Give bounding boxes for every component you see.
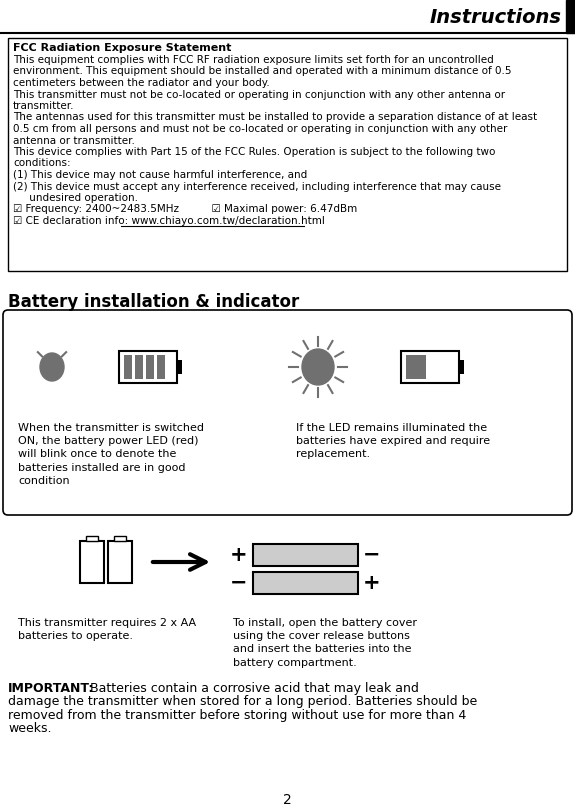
Text: 0.5 cm from all persons and must not be co-located or operating in conjunction w: 0.5 cm from all persons and must not be … (13, 124, 507, 134)
FancyBboxPatch shape (3, 310, 572, 515)
Text: Battery installation & indicator: Battery installation & indicator (8, 293, 299, 311)
Bar (124, 355, 132, 379)
Bar (401, 351, 459, 383)
Text: damage the transmitter when stored for a long period. Batteries should be: damage the transmitter when stored for a… (8, 696, 477, 709)
Text: IMPORTANT:: IMPORTANT: (8, 682, 94, 695)
Text: This transmitter must not be co-located or operating in conjunction with any oth: This transmitter must not be co-located … (13, 89, 505, 100)
Bar (459, 360, 464, 374)
Text: FCC Radiation Exposure Statement: FCC Radiation Exposure Statement (13, 43, 231, 53)
Text: antenna or transmitter.: antenna or transmitter. (13, 135, 135, 146)
Bar (114, 536, 126, 541)
Text: centimeters between the radiator and your body.: centimeters between the radiator and you… (13, 78, 270, 88)
Bar (406, 355, 426, 379)
Text: undesired operation.: undesired operation. (13, 193, 138, 203)
Text: Batteries contain a corrosive acid that may leak and: Batteries contain a corrosive acid that … (90, 682, 419, 695)
Text: conditions:: conditions: (13, 159, 71, 168)
Text: Instructions: Instructions (430, 8, 562, 27)
Text: To install, open the battery cover
using the cover release buttons
and insert th: To install, open the battery cover using… (233, 618, 417, 667)
Text: (1) This device may not cause harmful interference, and: (1) This device may not cause harmful in… (13, 170, 307, 180)
Text: This equipment complies with FCC RF radiation exposure limits set forth for an u: This equipment complies with FCC RF radi… (13, 55, 494, 65)
Text: 2: 2 (283, 793, 292, 807)
Text: +: + (230, 545, 248, 565)
Text: environment. This equipment should be installed and operated with a minimum dist: environment. This equipment should be in… (13, 66, 512, 76)
Text: weeks.: weeks. (8, 723, 52, 735)
Text: ☑ CE declaration info: www.chiayo.com.tw/declaration.html: ☑ CE declaration info: www.chiayo.com.tw… (13, 216, 325, 226)
Bar (119, 351, 177, 383)
Text: ☑ Frequency: 2400~2483.5MHz          ☑ Maximal power: 6.47dBm: ☑ Frequency: 2400~2483.5MHz ☑ Maximal po… (13, 204, 357, 215)
Bar (177, 360, 182, 374)
Text: −: − (230, 573, 248, 593)
Bar (86, 536, 98, 541)
Text: This transmitter requires 2 x AA
batteries to operate.: This transmitter requires 2 x AA batteri… (18, 618, 196, 642)
Bar (253, 572, 358, 594)
Bar (146, 355, 154, 379)
Text: The antennas used for this transmitter must be installed to provide a separation: The antennas used for this transmitter m… (13, 113, 537, 122)
Bar (108, 541, 132, 583)
Bar (80, 541, 104, 583)
Text: +: + (363, 573, 381, 593)
Text: When the transmitter is switched
ON, the battery power LED (red)
will blink once: When the transmitter is switched ON, the… (18, 423, 204, 486)
Text: If the LED remains illuminated the
batteries have expired and require
replacemen: If the LED remains illuminated the batte… (296, 423, 490, 459)
Ellipse shape (40, 353, 64, 381)
Text: This device complies with Part 15 of the FCC Rules. Operation is subject to the : This device complies with Part 15 of the… (13, 147, 496, 157)
Text: transmitter.: transmitter. (13, 101, 75, 111)
Text: −: − (363, 545, 381, 565)
Bar (8, 38, 567, 271)
Ellipse shape (302, 349, 334, 385)
Text: removed from the transmitter before storing without use for more than 4: removed from the transmitter before stor… (8, 709, 466, 722)
Bar (253, 544, 358, 566)
Bar (135, 355, 143, 379)
Bar (566, 0, 575, 33)
Bar (157, 355, 165, 379)
Text: (2) This device must accept any interference received, including interference th: (2) This device must accept any interfer… (13, 181, 501, 191)
